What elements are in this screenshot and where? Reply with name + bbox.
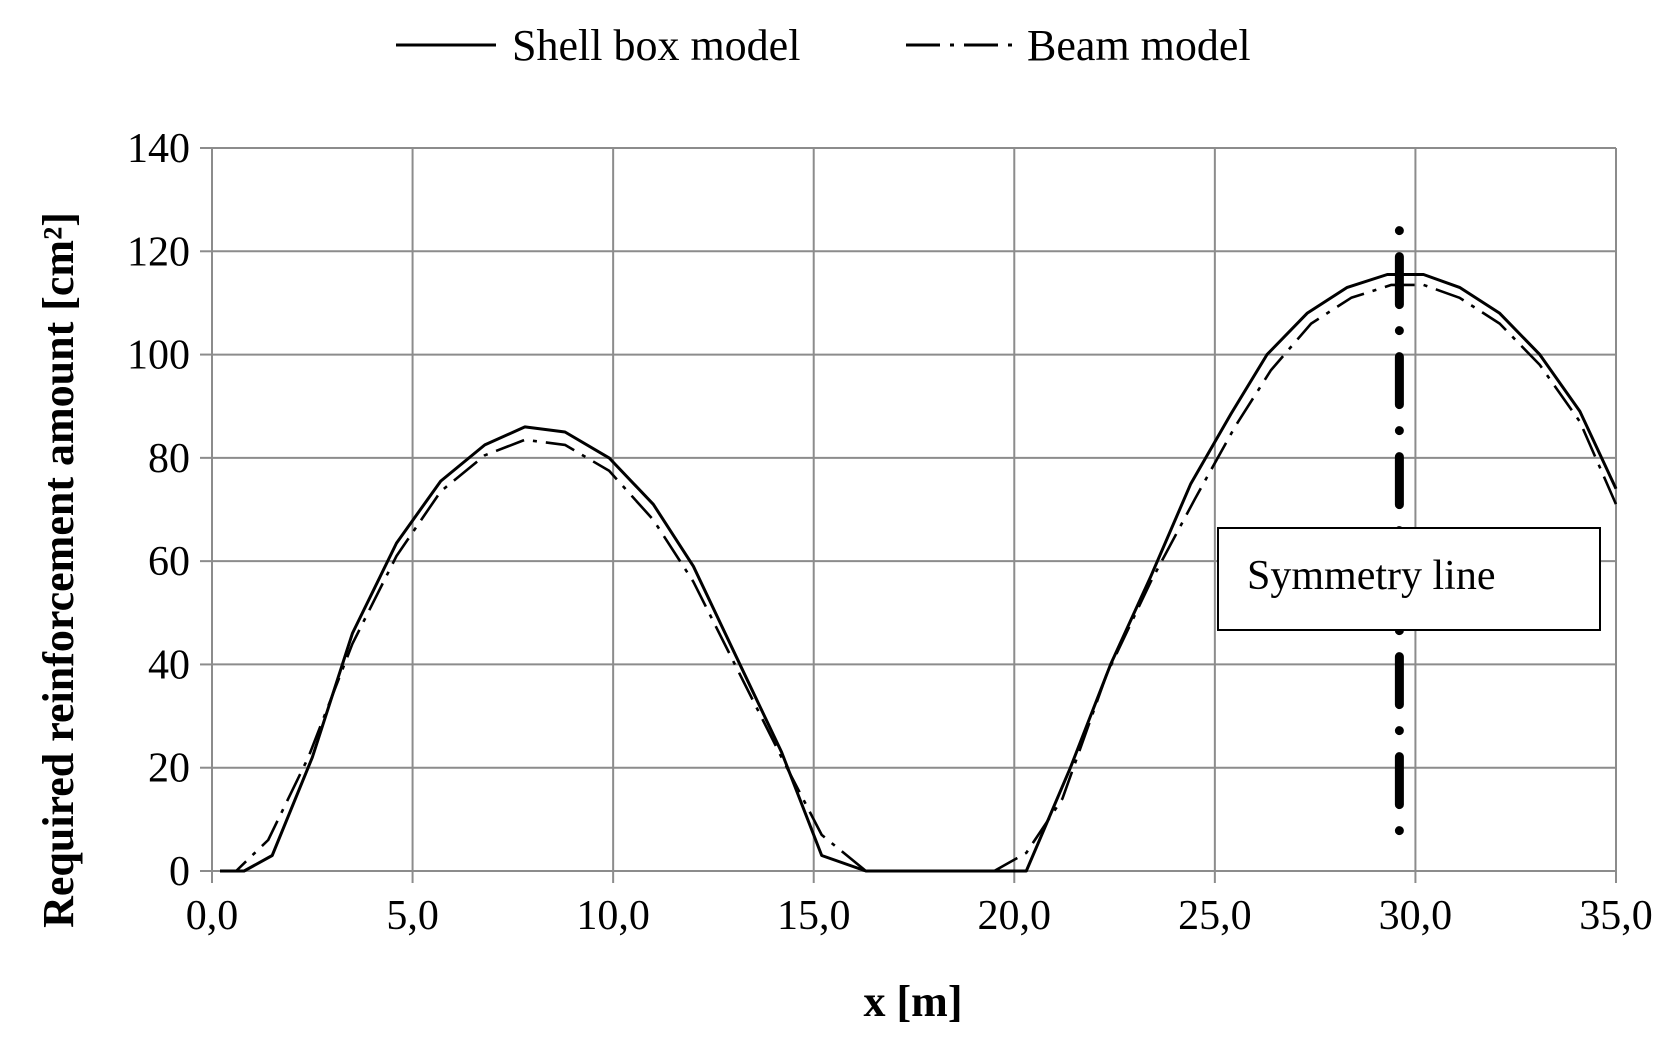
x-tick-label-0: 0,0 bbox=[186, 893, 239, 939]
y-tick-label-120: 120 bbox=[127, 229, 190, 275]
x-tick-label-15: 15,0 bbox=[777, 893, 851, 939]
x-tick-label-30: 30,0 bbox=[1379, 893, 1453, 939]
x-tick-label-35: 35,0 bbox=[1579, 893, 1653, 939]
axes: 0 20 40 60 80 100 120 140 0,0 5,0 10,0 15,0 20,0 25,0… bbox=[127, 126, 1653, 939]
legend-label-shell: Shell box model bbox=[512, 21, 800, 70]
y-axis-title: Required reinforcement amount [cm²] bbox=[34, 212, 83, 928]
grid bbox=[211, 147, 1617, 872]
x-tick-label-25: 25,0 bbox=[1178, 893, 1252, 939]
y-tick-label-100: 100 bbox=[127, 333, 190, 379]
symmetry-annotation: Symmetry line bbox=[1217, 527, 1601, 631]
y-tick-label-140: 140 bbox=[127, 126, 190, 172]
symmetry-annotation-label: Symmetry line bbox=[1247, 553, 1495, 599]
symmetry-annotation-box bbox=[1217, 527, 1601, 631]
y-tick-label-80: 80 bbox=[148, 436, 190, 482]
x-tick-label-5: 5,0 bbox=[386, 893, 439, 939]
legend-label-beam: Beam model bbox=[1027, 21, 1251, 70]
x-axis-title: x [m] bbox=[864, 977, 963, 1026]
y-tick-label-40: 40 bbox=[148, 642, 190, 688]
x-tick-label-20: 20,0 bbox=[978, 893, 1052, 939]
legend: Shell box model Beam model bbox=[396, 21, 1251, 70]
x-tick-label-10: 10,0 bbox=[576, 893, 650, 939]
y-tick-label-20: 20 bbox=[148, 746, 190, 792]
y-tick-label-0: 0 bbox=[169, 849, 190, 895]
series-line-shell-box-model bbox=[220, 273, 1618, 873]
y-tick-label-60: 60 bbox=[148, 539, 190, 585]
